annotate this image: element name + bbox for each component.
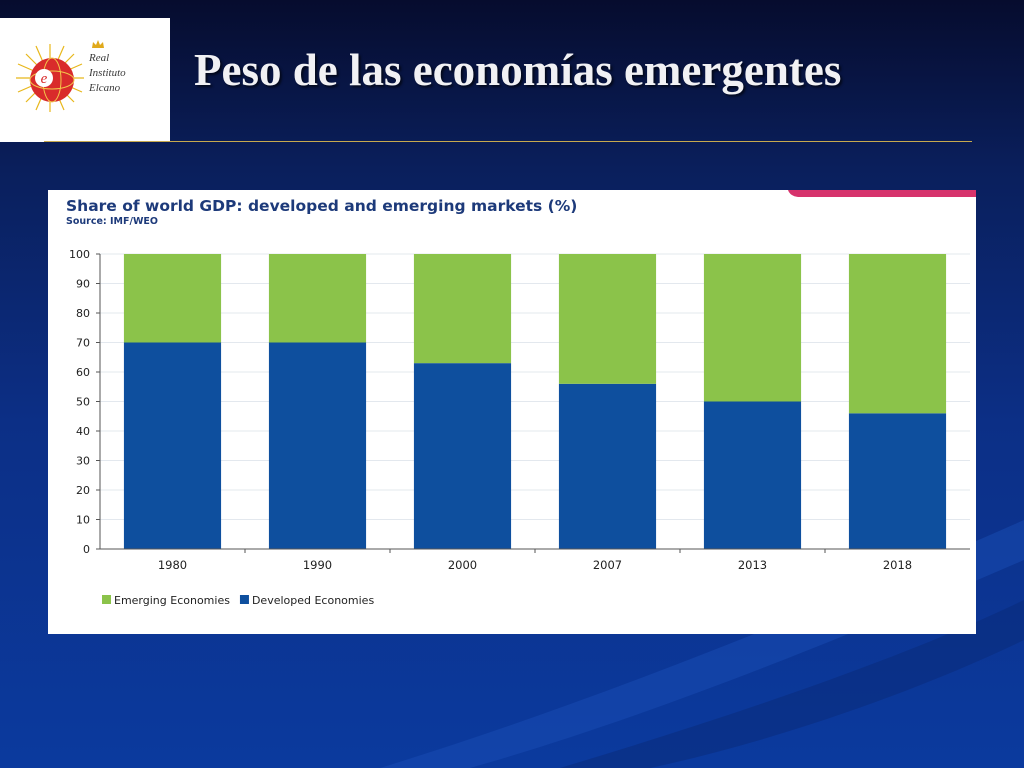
- y-tick-label-50: 50: [76, 396, 90, 409]
- bar-emerging-2007: [558, 254, 657, 384]
- crown-icon: [92, 40, 104, 48]
- y-tick-label-100: 100: [69, 248, 90, 261]
- legend-label-developed: Developed Economies: [252, 594, 374, 607]
- legend-swatch-emerging: [102, 595, 111, 604]
- bar-emerging-1980: [123, 254, 222, 343]
- bar-developed-1980: [123, 342, 222, 549]
- bar-emerging-1990: [268, 254, 367, 343]
- y-tick-label-20: 20: [76, 484, 90, 497]
- bar-emerging-2018: [848, 254, 947, 414]
- logo: e Real Instituto Elcano: [0, 18, 170, 142]
- y-tick-label-10: 10: [76, 514, 90, 527]
- title-divider: [44, 141, 972, 142]
- bar-developed-2007: [558, 383, 657, 549]
- bar-developed-2000: [413, 363, 512, 549]
- y-tick-label-90: 90: [76, 278, 90, 291]
- bar-developed-2013: [703, 401, 802, 549]
- y-tick-label-70: 70: [76, 337, 90, 350]
- y-tick-label-80: 80: [76, 307, 90, 320]
- chart-source: Source: IMF/WEO: [66, 216, 158, 227]
- logo-line-instituto: Instituto: [89, 67, 126, 79]
- logo-text: Real Instituto Elcano: [89, 40, 167, 96]
- logo-line-elcano: Elcano: [89, 82, 121, 94]
- legend-swatch-developed: [239, 595, 249, 604]
- slide-title: Peso de las economías emergentes: [194, 45, 842, 95]
- bar-emerging-2000: [413, 254, 512, 364]
- y-tick-label-40: 40: [76, 425, 90, 438]
- logo-emblem-letter: e: [41, 71, 48, 87]
- bar-developed-2018: [848, 413, 947, 549]
- legend-label-emerging: Emerging Economies: [114, 594, 230, 607]
- x-tick-label-2013: 2013: [738, 558, 767, 572]
- chart-accent-bar: [788, 190, 976, 197]
- x-tick-label-1990: 1990: [303, 558, 332, 572]
- bar-emerging-2013: [703, 254, 802, 402]
- chart-panel: Share of world GDP: developed and emergi…: [48, 190, 976, 634]
- chart: Share of world GDP: developed and emergi…: [66, 190, 976, 607]
- y-tick-label-30: 30: [76, 455, 90, 468]
- globe-emblem-icon: e: [16, 44, 84, 112]
- x-tick-label-2007: 2007: [593, 558, 622, 572]
- x-tick-label-1980: 1980: [158, 558, 187, 572]
- y-tick-label-0: 0: [83, 543, 90, 556]
- x-tick-label-2000: 2000: [448, 558, 477, 572]
- logo-line-real: Real: [89, 52, 110, 64]
- chart-title: Share of world GDP: developed and emergi…: [66, 197, 577, 215]
- y-tick-label-60: 60: [76, 366, 90, 379]
- bar-developed-1990: [268, 342, 367, 549]
- x-tick-label-2018: 2018: [883, 558, 912, 572]
